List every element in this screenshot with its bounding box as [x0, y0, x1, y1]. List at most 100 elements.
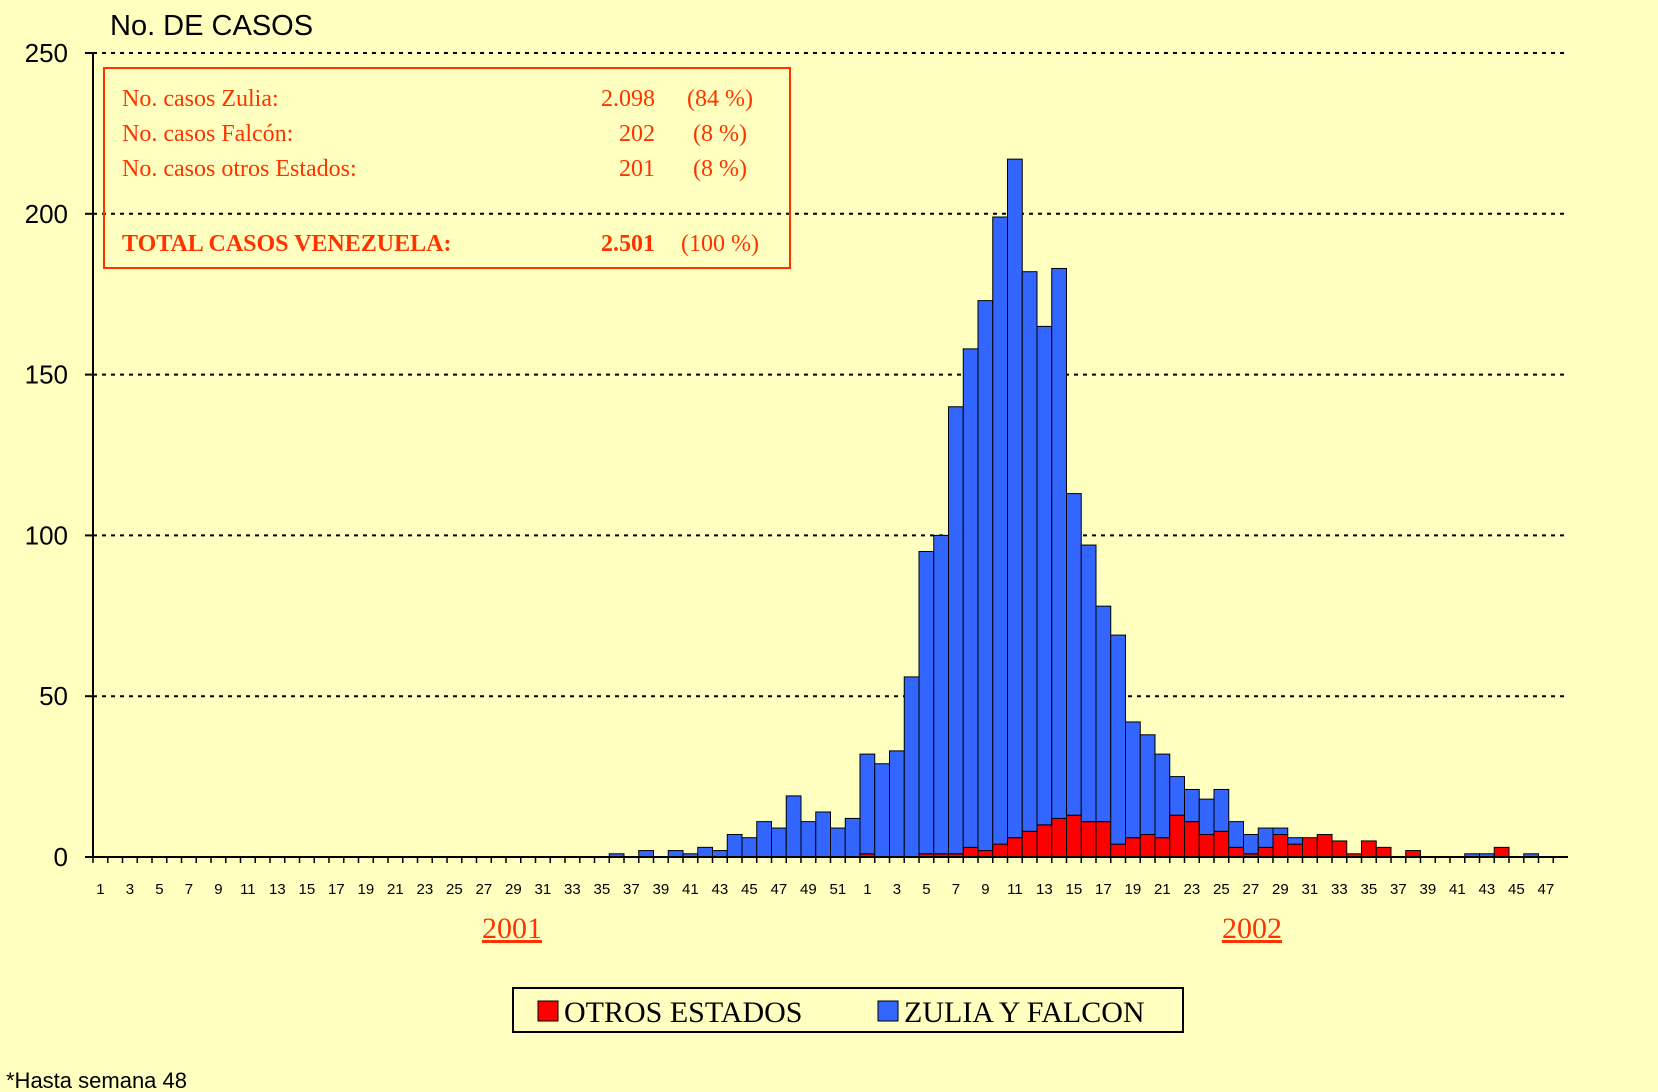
bar-segment [1213, 830, 1230, 858]
x-tick-label: 51 [830, 881, 847, 898]
summary-label: No. casos Zulia: [122, 86, 279, 112]
footnote: *Hasta semana 48 [6, 1068, 187, 1092]
bar-segment [1021, 830, 1038, 858]
bar-segment [830, 827, 846, 858]
x-tick-label: 21 [387, 881, 404, 898]
x-tick-label: 9 [981, 881, 989, 898]
bar-segment [756, 821, 772, 858]
x-tick-label: 1 [96, 881, 104, 898]
x-tick-label: 9 [214, 881, 222, 898]
x-tick-label: 17 [1095, 881, 1112, 898]
bar-segment [1036, 824, 1053, 858]
y-tick-label: 250 [25, 38, 68, 68]
summary-percent: (84 %) [687, 86, 753, 112]
x-tick-label: 19 [358, 881, 375, 898]
x-tick-label: 47 [1538, 881, 1555, 898]
x-tick-label: 3 [126, 881, 134, 898]
bar-segment [1213, 788, 1230, 832]
x-tick-label: 11 [1007, 881, 1023, 898]
bar-segment [962, 348, 979, 848]
bar-segment [1169, 814, 1185, 858]
bar-segment [1154, 837, 1171, 858]
bar-segment [948, 406, 964, 855]
bar-segment [1036, 325, 1053, 826]
y-tick-label: 150 [25, 360, 68, 390]
bar-segment [903, 676, 920, 858]
bar-segment [1228, 846, 1244, 858]
bar-segment [1169, 776, 1185, 816]
bar-segment [1361, 840, 1377, 858]
bar-segment [918, 550, 935, 855]
x-tick-label: 21 [1154, 881, 1171, 898]
legend-swatch [537, 1000, 559, 1022]
summary-percent: (100 %) [681, 231, 759, 257]
bar-segment [1302, 837, 1318, 858]
y-tick-label: 0 [54, 842, 68, 872]
bar-segment [1066, 493, 1082, 816]
x-tick-label: 5 [922, 881, 930, 898]
x-tick-label: 11 [240, 881, 256, 898]
y-tick-label: 100 [25, 520, 68, 550]
bar-segment [992, 216, 1008, 845]
bar-segment [992, 843, 1008, 858]
x-tick-label: 31 [535, 881, 552, 898]
bar-segment [1287, 843, 1303, 858]
x-tick-label: 35 [1361, 881, 1378, 898]
legend-label: OTROS ESTADOS [564, 996, 802, 1029]
x-tick-label: 13 [1036, 881, 1053, 898]
y-axis-label: No. DE CASOS [110, 10, 313, 42]
bar-segment [933, 534, 949, 855]
summary-label: No. casos Falcón: [122, 121, 293, 147]
bar-segment [844, 817, 861, 858]
summary-percent: (8 %) [693, 121, 747, 147]
bar-segment [874, 763, 890, 858]
x-tick-label: 49 [800, 881, 817, 898]
bar-segment [1228, 821, 1244, 848]
x-tick-label: 37 [623, 881, 640, 898]
bar-segment [962, 846, 979, 858]
summary-percent: (8 %) [693, 156, 747, 182]
x-tick-label: 33 [564, 881, 581, 898]
x-tick-label: 43 [712, 881, 729, 898]
bar-segment [1257, 827, 1274, 848]
bar-segment [1272, 833, 1289, 858]
bar-segment [1021, 271, 1038, 832]
x-tick-label: 25 [1213, 881, 1230, 898]
bar-segment [1272, 827, 1289, 835]
bar-segment [785, 795, 802, 858]
summary-label: TOTAL CASOS VENEZUELA: [122, 231, 451, 257]
x-tick-label: 27 [476, 881, 493, 898]
x-tick-label: 3 [893, 881, 901, 898]
bar-segment [1080, 544, 1097, 823]
bar-segment [1007, 837, 1023, 858]
x-tick-label: 31 [1302, 881, 1319, 898]
legend-box [512, 987, 1184, 1033]
x-tick-label: 1 [863, 881, 871, 898]
bar-segment [1331, 840, 1348, 858]
summary-value: 201 [619, 156, 655, 182]
bar-segment [697, 846, 713, 858]
bar-segment [1051, 817, 1067, 858]
bar-segment [726, 833, 743, 858]
x-tick-label: 39 [653, 881, 670, 898]
bar-segment [771, 827, 787, 858]
summary-value: 202 [619, 121, 655, 147]
x-tick-label: 27 [1243, 881, 1260, 898]
x-tick-label: 19 [1125, 881, 1142, 898]
x-tick-label: 7 [952, 881, 960, 898]
x-tick-label: 15 [299, 881, 316, 898]
x-tick-label: 17 [328, 881, 345, 898]
bar-segment [1375, 846, 1392, 858]
x-tick-label: 37 [1390, 881, 1407, 898]
year-label: 2001 [482, 912, 542, 945]
bar-segment [1139, 734, 1156, 835]
bar-segment [1184, 788, 1200, 823]
legend-label: ZULIA Y FALCON [904, 996, 1145, 1029]
bar-segment [1095, 605, 1112, 823]
summary-box [103, 67, 791, 269]
bar-segment [859, 753, 876, 855]
bar-segment [800, 821, 817, 858]
bar-segment [977, 300, 994, 852]
x-tick-label: 45 [1508, 881, 1525, 898]
